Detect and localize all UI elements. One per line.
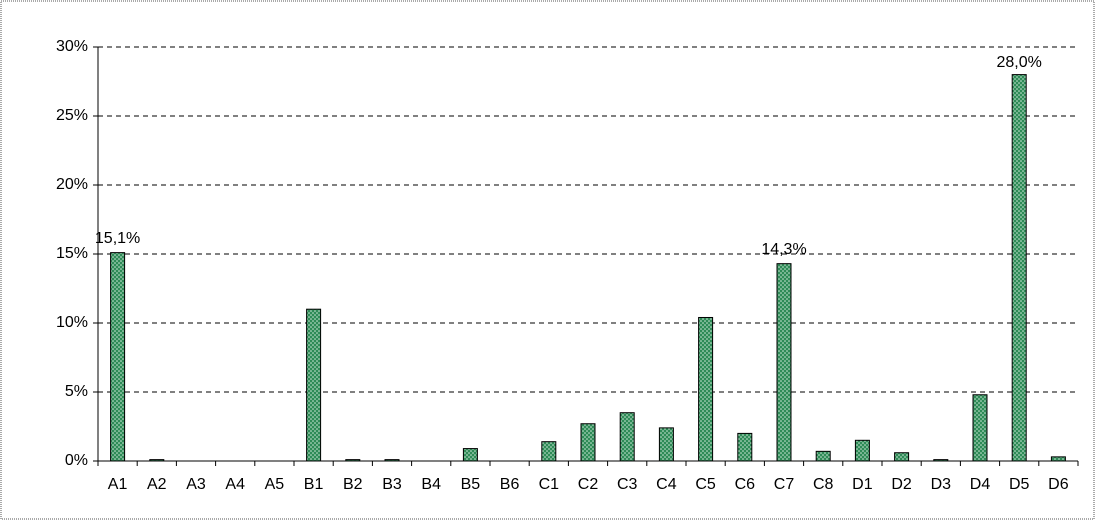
bar (933, 459, 949, 462)
y-tick-label: 25% (56, 107, 88, 124)
bar (698, 316, 714, 462)
x-tick-label: C7 (774, 476, 795, 493)
data-label: 15,1% (95, 230, 140, 247)
bar (1011, 74, 1027, 462)
data-label: 14,3% (761, 241, 806, 258)
x-tick-label: B2 (343, 476, 363, 493)
x-tick-label: C6 (735, 476, 756, 493)
bar (580, 423, 596, 462)
bar (149, 459, 165, 462)
y-tick-label: 5% (65, 383, 88, 400)
bar (972, 394, 988, 462)
bar (854, 439, 870, 462)
y-tick-label: 20% (56, 176, 88, 193)
x-tick-label: C4 (656, 476, 677, 493)
bar (384, 459, 400, 462)
x-tick-label: D6 (1048, 476, 1069, 493)
x-tick-label: D5 (1009, 476, 1030, 493)
x-tick-label: D3 (931, 476, 952, 493)
x-tick-label: B4 (421, 476, 441, 493)
bar (1050, 456, 1066, 462)
x-tick-label: C5 (695, 476, 716, 493)
bar (345, 459, 361, 462)
x-tick-label: D2 (891, 476, 912, 493)
x-tick-label: B3 (382, 476, 402, 493)
bar (619, 412, 635, 462)
bar (815, 450, 831, 462)
bar (462, 448, 478, 462)
y-tick-label: 30% (56, 38, 88, 55)
x-tick-label: A3 (186, 476, 206, 493)
bar (658, 427, 674, 462)
bar (110, 252, 126, 462)
bar (541, 441, 557, 462)
x-tick-label: A4 (225, 476, 245, 493)
bar (306, 308, 322, 462)
bar (737, 432, 753, 462)
x-tick-label: B1 (304, 476, 324, 493)
x-tick-label: C1 (539, 476, 560, 493)
y-tick-label: 10% (56, 314, 88, 331)
y-tick-label: 0% (65, 452, 88, 469)
x-tick-label: B6 (500, 476, 520, 493)
x-tick-label: B5 (461, 476, 481, 493)
x-tick-label: A2 (147, 476, 167, 493)
data-label: 28,0% (997, 54, 1042, 71)
bar (894, 452, 910, 462)
x-tick-label: C8 (813, 476, 834, 493)
x-tick-label: D1 (852, 476, 873, 493)
x-tick-label: C2 (578, 476, 599, 493)
y-tick-label: 15% (56, 245, 88, 262)
x-tick-label: A1 (108, 476, 128, 493)
x-tick-label: C3 (617, 476, 638, 493)
x-tick-label: A5 (265, 476, 285, 493)
x-tick-label: D4 (970, 476, 991, 493)
bar (776, 263, 792, 462)
